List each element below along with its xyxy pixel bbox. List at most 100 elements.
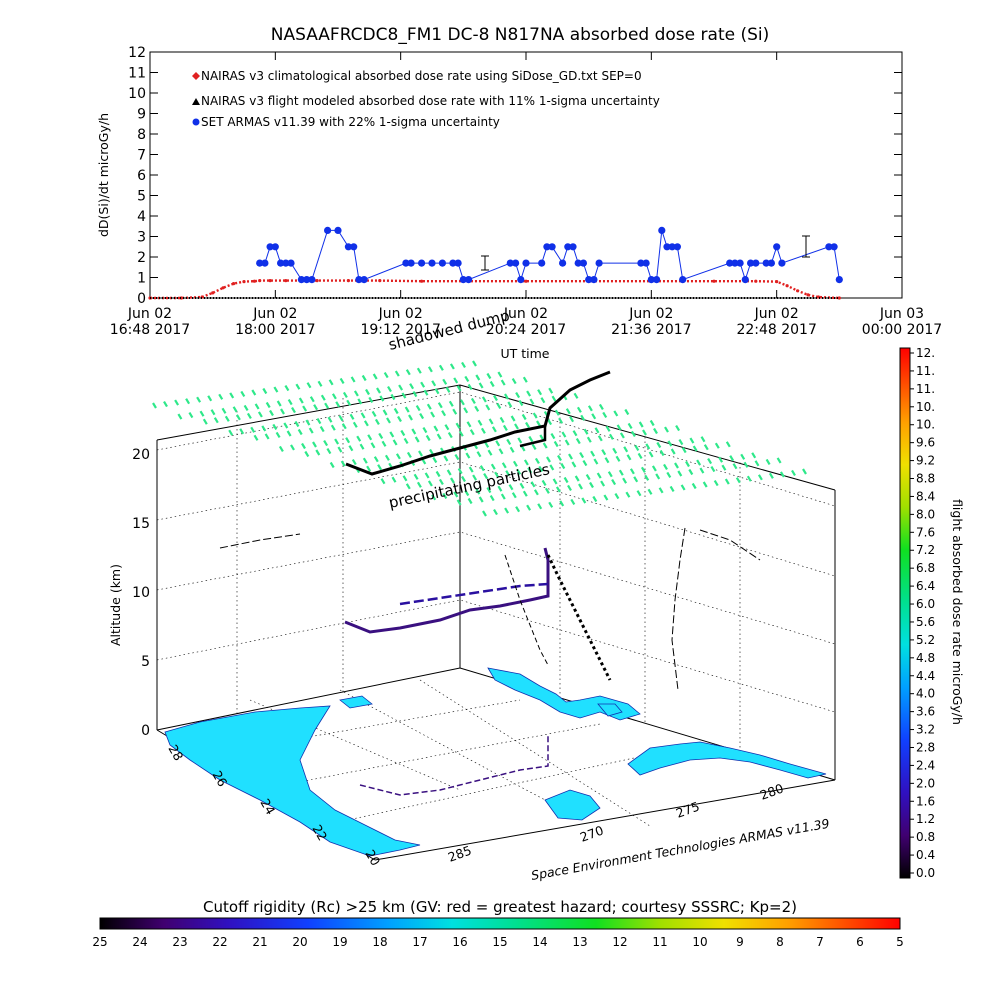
dose-grid-mark (265, 401, 271, 409)
dose-grid-mark (511, 492, 517, 499)
armas-point (637, 259, 645, 267)
dose-grid-mark (482, 510, 487, 517)
dose-grid-mark (571, 461, 577, 468)
dose-grid-mark (313, 404, 319, 411)
dose-grid-mark (401, 392, 407, 399)
dose-grid-mark (224, 415, 230, 422)
dose-grid-mark (280, 408, 285, 415)
armas-point (256, 259, 264, 267)
dose-grid-mark (287, 399, 293, 406)
dose-grid-mark (323, 440, 329, 447)
dose-grid-mark (699, 467, 705, 474)
dose-grid-mark (213, 417, 219, 424)
dose-grid-mark (802, 468, 807, 475)
dose-grid-mark (533, 489, 539, 496)
dose-grid-mark (486, 372, 492, 380)
dose-grid-mark (448, 400, 454, 407)
legend-label-nairas-flight: NAIRAS v3 flight modeled absorbed dose r… (201, 94, 660, 108)
armas-point (585, 276, 593, 284)
dose-grid-mark (444, 424, 450, 431)
dose-grid-mark (528, 435, 534, 443)
dose-grid-mark (447, 432, 453, 439)
dose-grid-mark (516, 468, 522, 475)
armas-point (297, 276, 305, 284)
dose-grid-mark (374, 418, 380, 425)
legend-marker-nairas-flight (192, 98, 200, 105)
dose-grid-mark (434, 388, 440, 395)
armas-point (459, 276, 467, 284)
dose-grid-mark (456, 385, 462, 392)
dose-grid-mark (362, 457, 368, 464)
dose-grid-mark (475, 488, 481, 495)
dose-grid-mark (644, 474, 650, 481)
dose-grid-mark (743, 461, 749, 468)
nairas-clim-point (806, 293, 810, 297)
dose-grid-mark (560, 462, 566, 470)
armas-point (726, 259, 734, 267)
dose-grid-mark (437, 402, 443, 409)
dose-grid-mark (464, 375, 470, 382)
dose-grid-mark (283, 422, 289, 429)
rigidity-colorbar-tick-label: 14 (532, 935, 547, 949)
dose-grid-mark (685, 460, 690, 468)
dose-colorbar-tick-label: 6.8 (916, 561, 935, 575)
armas-point (517, 276, 525, 284)
dose-grid-mark (564, 439, 570, 446)
dose-grid-mark (394, 370, 400, 377)
nairas-clim-point (268, 279, 272, 283)
nairas-clim-point (221, 286, 225, 290)
dose-grid-mark (700, 436, 706, 443)
lat-tick: 24 (257, 796, 278, 817)
dose-grid-mark (514, 423, 519, 430)
dose-grid-mark (603, 494, 609, 501)
dose-grid-mark (499, 416, 505, 423)
dose-grid-mark (472, 360, 477, 367)
dose-grid-mark (526, 390, 532, 397)
rigidity-colorbar-tick-label: 19 (332, 935, 347, 949)
dose-grid-mark (527, 467, 533, 474)
y-tick-label: 0 (137, 291, 146, 307)
dose-grid-mark (489, 495, 495, 502)
dose-grid-mark (517, 437, 523, 444)
dose-grid-mark (449, 363, 455, 370)
armas-point (465, 276, 473, 284)
dose-grid-mark (177, 413, 183, 420)
dose-grid-mark (427, 366, 433, 373)
dose-grid-mark (642, 429, 647, 436)
rigidity-colorbar-tick-label: 16 (452, 935, 467, 949)
dose-colorbar-tick-label: 9.6 (916, 436, 935, 450)
dose-grid-mark (338, 415, 344, 422)
dose-grid-mark (458, 430, 464, 437)
dose-grid-mark (475, 374, 481, 381)
dose-grid-mark (326, 448, 332, 455)
dose-grid-mark (550, 433, 556, 440)
dose-grid-mark (202, 418, 208, 425)
dose-grid-mark (604, 457, 610, 464)
dose-grid-mark (605, 425, 611, 432)
dose-grid-mark (491, 426, 497, 433)
dose-grid-mark (312, 441, 317, 448)
dose-grid-mark (240, 390, 246, 397)
dose-grid-mark (637, 452, 643, 459)
dose-grid-mark (370, 442, 376, 449)
armas-point (679, 276, 687, 284)
dose-grid-mark (675, 425, 681, 432)
dose-grid-mark (257, 411, 263, 418)
y-tick-label: 8 (137, 127, 146, 143)
rigidity-colorbar-tick-label: 11 (652, 935, 667, 949)
dose-grid-mark (251, 389, 257, 396)
dose-grid-mark (476, 451, 482, 458)
dose-grid-mark (500, 493, 506, 500)
dose-grid-mark (540, 397, 546, 404)
nairas-clim-point (284, 279, 288, 283)
dose-grid-mark (379, 395, 385, 402)
armas-point (658, 226, 666, 234)
nairas-clim-point (775, 280, 779, 284)
armas-point (773, 243, 781, 251)
lat-tick: 26 (209, 768, 230, 789)
dose-grid-mark (297, 428, 303, 436)
dose-grid-mark (403, 437, 409, 444)
dose-grid-mark (275, 431, 281, 438)
dose-grid-mark (465, 452, 471, 459)
